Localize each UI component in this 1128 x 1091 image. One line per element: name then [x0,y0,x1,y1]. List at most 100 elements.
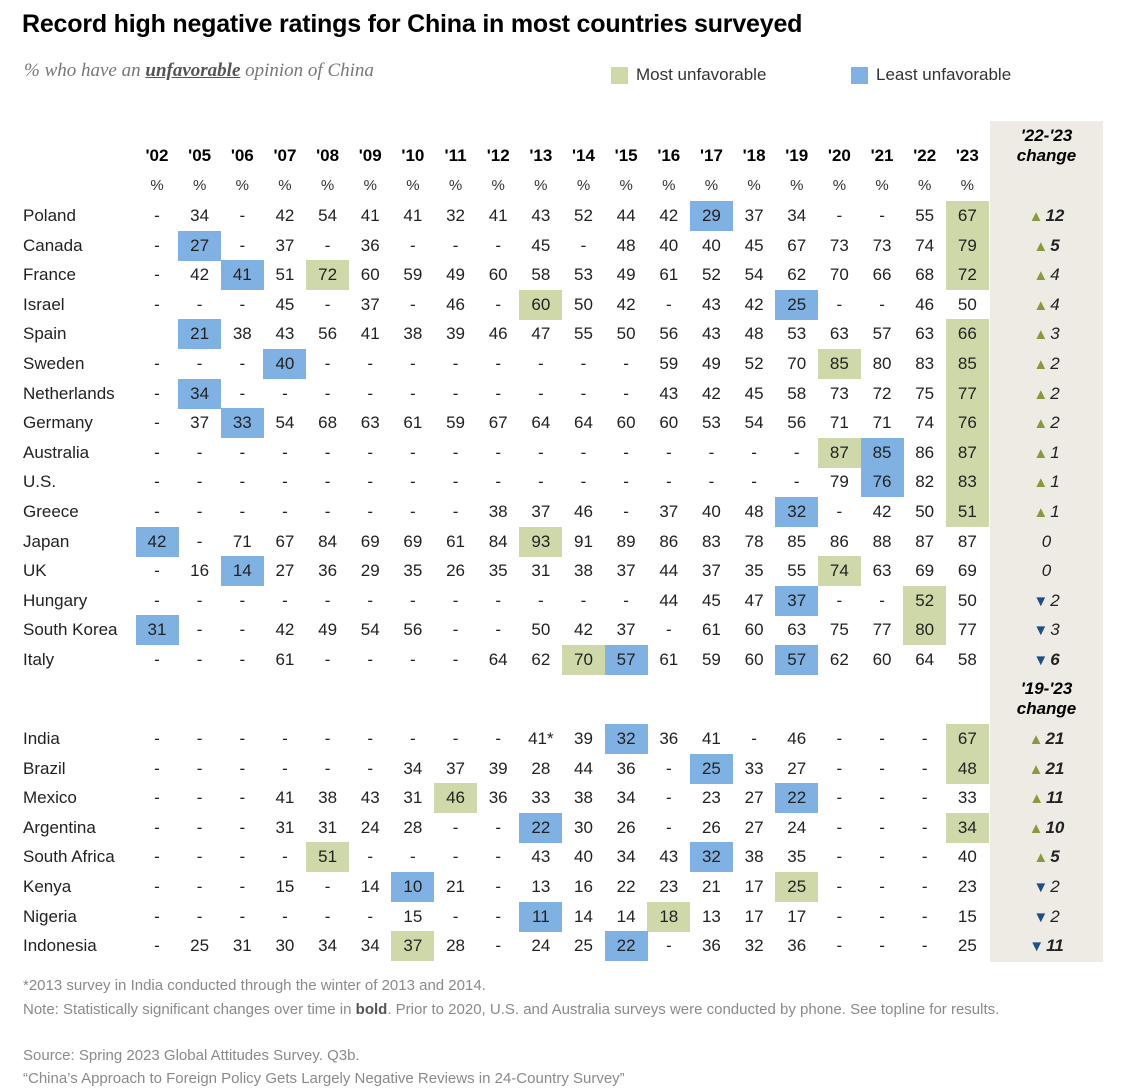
data-cell: - [623,383,629,403]
data-cell: - [154,906,160,926]
change-header-19-23: '19-'23 change [990,679,1103,719]
data-cell: - [196,294,203,314]
data-cell: 83 [701,531,721,551]
unit-label: % [150,177,164,194]
data-cell: 45 [701,590,721,610]
data-cell: 14 [360,877,380,896]
data-cell: 25 [574,936,593,956]
data-cell: 55 [915,206,935,225]
data-cell: - [196,354,203,373]
unit-label: % [704,177,719,194]
data-cell: - [324,650,331,669]
data-cell-most-unfavorable: 79 [945,230,989,261]
data-cell: 43 [531,206,551,225]
data-cell: - [921,788,928,808]
data-cell: 50 [616,324,636,344]
data-cell: 31 [403,788,423,808]
change-header-period: '19-'23 [1020,679,1073,698]
data-cell: - [154,758,160,778]
data-cell: 41* [528,729,554,748]
data-cell: - [836,817,843,837]
data-cell: - [410,294,416,314]
data-cell-most-unfavorable: 85 [945,349,989,379]
data-cell: 68 [318,413,338,433]
data-cell: - [836,729,843,748]
data-cell: 26 [446,561,465,581]
change-number: 2 [1050,590,1060,610]
year-header: '18 [742,146,766,165]
data-cell: 69 [957,561,977,581]
data-cell: - [495,620,502,640]
data-cell: - [410,472,416,492]
triangle-down-icon: ▼ [1033,622,1049,640]
data-cell: - [495,729,502,748]
data-cell: 34 [360,936,380,956]
triangle-up-icon: ▲ [1033,326,1049,344]
data-cell: - [410,235,416,255]
data-cell: 50 [957,590,977,610]
data-cell: - [452,620,459,640]
data-cell: 32 [446,206,465,225]
data-cell: 52 [744,354,764,373]
data-cell: 71 [829,413,849,433]
data-cell: - [239,472,246,492]
change-value: 0 [990,556,1103,586]
data-cell: 26 [616,817,636,837]
triangle-up-icon: ▲ [1033,444,1049,462]
data-cell: 23 [659,877,679,896]
triangle-down-icon: ▼ [1029,938,1045,956]
data-cell: 56 [787,413,807,433]
data-cell: 63 [915,324,935,344]
change-number: 2 [1050,413,1060,433]
data-cell: 33 [744,758,764,778]
country-label: Poland [23,206,76,225]
data-cell: 31 [275,817,295,837]
data-cell: 87 [957,531,977,551]
data-cell: 62 [829,650,849,669]
data-cell: - [921,877,928,896]
data-cell: 61 [403,413,423,433]
data-cell-most-unfavorable: 66 [945,319,989,350]
data-cell: 39 [488,758,508,778]
data-cell: 86 [915,442,935,462]
change-value: ▲ 2 [990,408,1103,438]
data-cell: 63 [829,324,849,344]
data-cell: 63 [872,561,892,581]
year-header: '13 [529,146,553,165]
change-value: ▼ 6 [990,645,1103,675]
data-cell: - [154,235,160,255]
triangle-up-icon: ▲ [1033,267,1049,285]
data-cell: - [196,650,203,669]
change-number: 0 [1041,531,1052,551]
data-cell: - [452,502,459,521]
data-cell: 36 [616,758,636,778]
data-cell: 42 [659,206,679,225]
data-cell: - [154,847,160,867]
data-cell-most-unfavorable: 93 [519,526,563,557]
data-cell: 41 [488,206,508,225]
data-cell: 91 [574,531,593,551]
data-cell-least-unfavorable: 31 [135,615,179,646]
data-cell: - [196,817,203,837]
triangle-up-icon: ▲ [1028,760,1044,778]
data-cell: - [196,502,203,521]
country-label: Germany [23,413,93,433]
unit-label: % [576,177,591,194]
data-cell: 17 [744,906,764,926]
data-cell: - [324,758,331,778]
data-cell: 42 [701,383,721,403]
triangle-up-icon: ▲ [1033,504,1049,521]
data-cell: - [282,729,288,748]
country-label: Nigeria [23,906,77,926]
data-cell: - [879,906,885,926]
year-header: '07 [273,146,297,165]
change-value: ▲ 2 [990,349,1103,379]
data-cell: 22 [616,877,636,896]
data-cell: 49 [616,265,636,285]
unit-label: % [960,177,975,194]
data-cell: 24 [531,936,551,956]
data-cell: - [495,590,502,610]
data-cell-least-unfavorable: 57 [775,645,819,675]
unit-label: % [662,177,676,194]
country-label: Netherlands [23,383,115,403]
